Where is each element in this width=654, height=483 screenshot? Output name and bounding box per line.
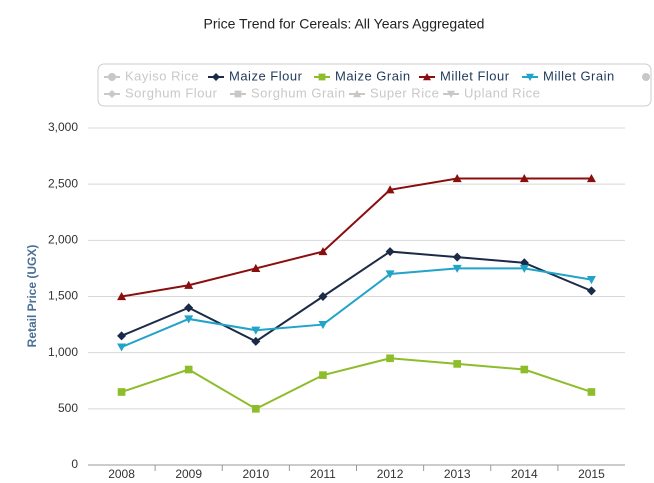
point [318,247,328,256]
legend-label: Millet Grain [543,68,615,83]
point [385,270,395,279]
legend-marker [234,90,242,98]
point [385,185,395,194]
legend-marker [526,73,534,81]
legend-marker [318,73,326,81]
x-tick-label: 2013 [444,467,471,481]
point [318,320,328,330]
x-tick-label: 2011 [310,467,336,481]
point [184,315,194,324]
point [319,371,327,379]
point [251,326,261,335]
legend-label: Kayiso Rice [125,68,199,83]
y-tick-label: 3,000 [48,120,78,134]
point [452,252,462,262]
legend-marker [353,90,361,98]
x-tick-label: 2015 [578,467,605,481]
y-tick-label: 2,500 [48,176,78,190]
point [385,247,395,257]
point [520,365,529,374]
point [586,276,596,285]
x-tick-label: 2012 [377,467,404,481]
legend-label: Sorghum Flour [125,85,218,100]
legend-marker [108,73,116,81]
point [251,405,260,413]
legend-marker [447,90,455,98]
chart-title: Price Trend for Cereals: All Years Aggre… [204,16,485,32]
point [519,264,529,273]
legend-label: Super Rice [370,85,439,100]
x-tick-label: 2014 [511,467,538,481]
point [117,343,127,352]
point [117,292,127,301]
point [117,331,127,341]
point [586,286,596,296]
point [452,264,462,273]
point [251,263,261,273]
point [452,174,462,183]
point [453,360,462,368]
y-tick-label: 1,000 [48,345,78,359]
point [318,292,328,301]
legend-marker [423,73,431,81]
x-tick-label: 2010 [242,467,269,481]
x-tick-label: 2008 [108,467,135,481]
x-tick-label: 2009 [175,467,202,481]
point [587,388,596,396]
point [117,388,126,396]
y-tick-label: 1,500 [48,289,78,303]
legend-label: Maize Grain [335,68,411,83]
y-axis-label: Retail Price (UGX) [25,245,39,348]
point [184,303,194,313]
legend-marker [108,90,116,98]
y-tick-label: 500 [58,401,78,415]
y-tick-label: 0 [71,457,78,471]
y-tick-label: 2,000 [48,233,78,247]
legend-label: Upland Rice [464,85,540,100]
series-line [121,177,592,298]
legend-label: Maize Flour [229,68,303,83]
point [184,280,194,289]
point [184,365,193,374]
point [251,336,261,346]
series-line [121,357,592,410]
legend-label: Sorghum Grain [251,85,346,100]
series-line [121,267,592,348]
point [386,354,394,363]
legend-label: Millet Flour [440,68,510,83]
legend-marker-cut [642,73,650,81]
point [586,174,596,183]
legend-marker [212,73,220,81]
point [519,174,529,183]
series-line [121,250,592,343]
